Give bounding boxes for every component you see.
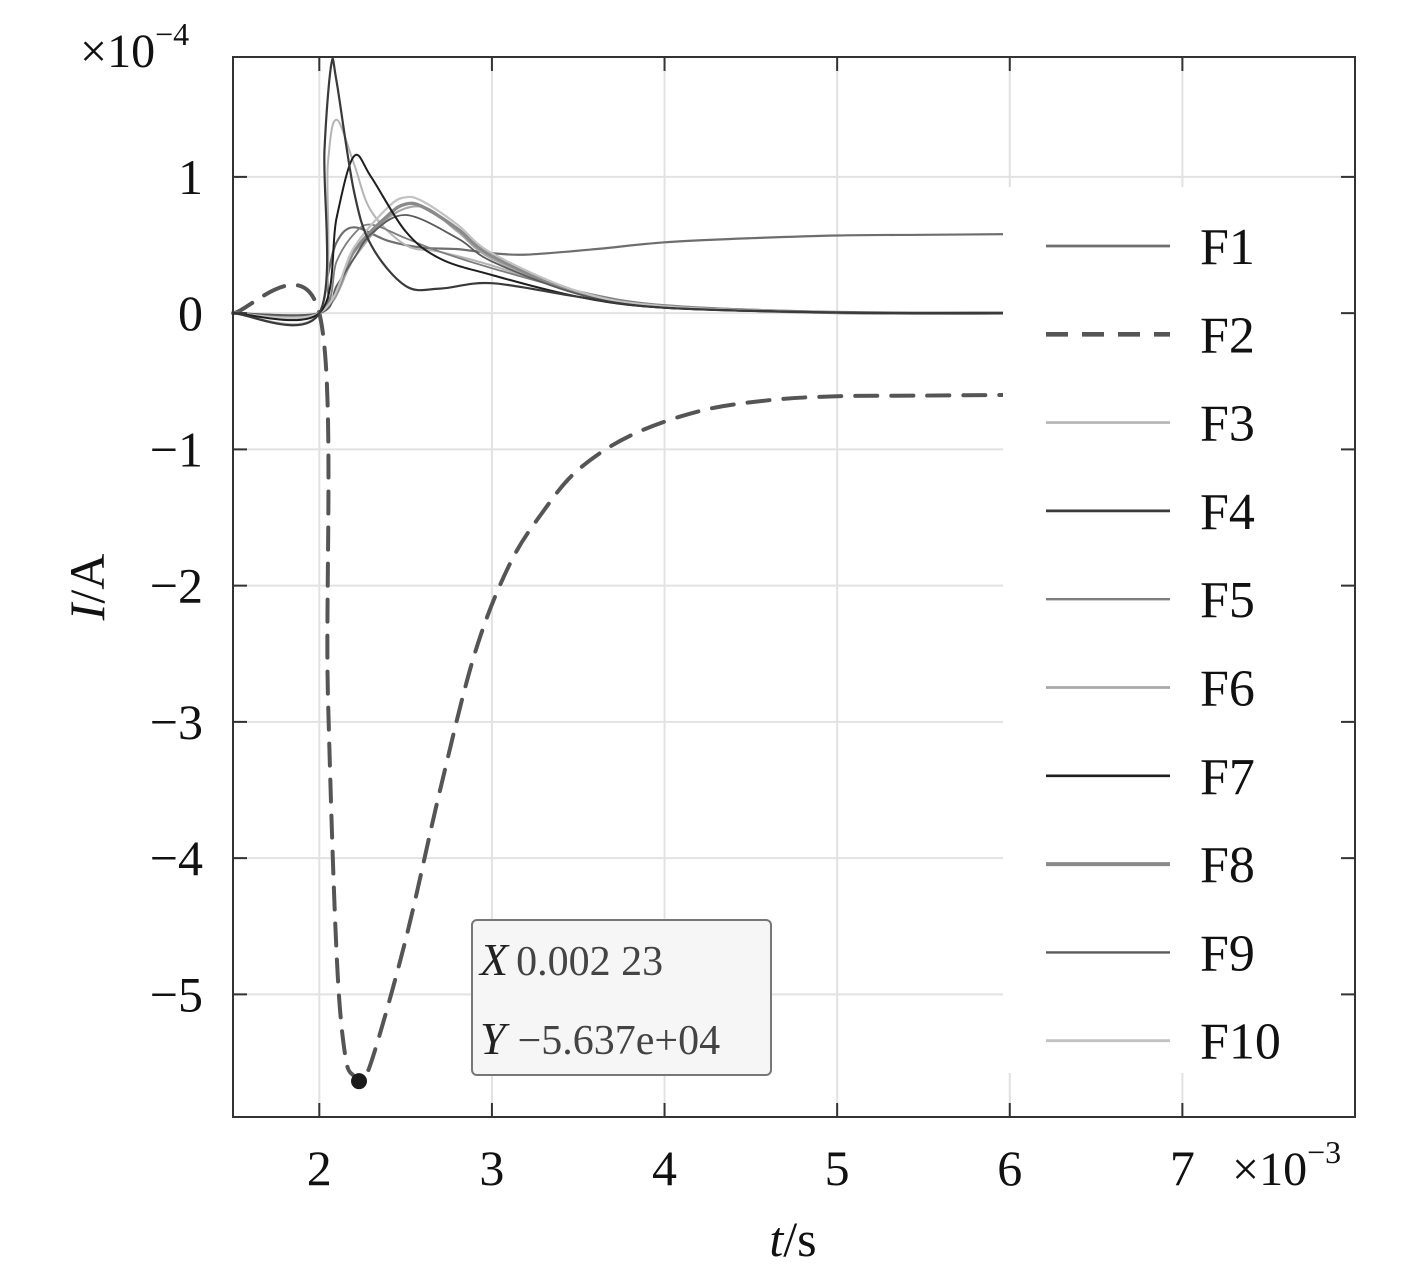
y-tick-label: −3 <box>150 694 203 750</box>
legend-label-f1: F1 <box>1200 219 1255 276</box>
x-tick-label: 2 <box>307 1140 332 1196</box>
legend-label-f3: F3 <box>1200 396 1255 453</box>
tick-labels: 2 3 4 5 6 7 −5 −4 −3 −2 −1 0 1 <box>150 149 1195 1196</box>
y-multiplier: ×10−4 <box>80 16 189 78</box>
y-tick-label: −2 <box>150 558 203 614</box>
datatip[interactable]: X 0.002 23 Y −5.637e+04 <box>351 919 772 1090</box>
legend-label-f9: F9 <box>1200 925 1255 982</box>
y-tick-label: 0 <box>178 285 203 341</box>
x-tick-label: 6 <box>997 1140 1022 1196</box>
x-tick-label: 7 <box>1170 1140 1195 1196</box>
x-tick-label: 4 <box>652 1140 677 1196</box>
x-tick-label: 3 <box>479 1140 504 1196</box>
y-tick-label: −5 <box>150 966 203 1022</box>
datatip-x-row: X 0.002 23 <box>478 934 663 985</box>
series-line-f2 <box>231 283 1012 1084</box>
legend-label-f6: F6 <box>1200 661 1255 718</box>
legend-label-f10: F10 <box>1200 1014 1281 1071</box>
datatip-box <box>471 919 772 1076</box>
series-line-f4 <box>231 57 1011 327</box>
x-tick-label: 5 <box>825 1140 850 1196</box>
y-tick-label: 1 <box>178 149 203 205</box>
datatip-marker[interactable] <box>351 1073 368 1090</box>
series-layer <box>231 57 1012 1084</box>
legend: F1 F2 F3 F4 F5 F6 F7 F8 F9 F10 <box>1003 187 1349 1073</box>
legend-label-f7: F7 <box>1200 749 1255 806</box>
legend-background <box>1003 187 1349 1073</box>
legend-label-f5: F5 <box>1200 572 1255 629</box>
y-tick-label: −4 <box>150 830 203 886</box>
tick-marks <box>233 57 1355 1117</box>
plot-frame <box>232 56 1356 1118</box>
legend-label-f8: F8 <box>1200 837 1255 894</box>
legend-label-f4: F4 <box>1200 484 1255 541</box>
datatip-y-row: Y −5.637e+04 <box>480 1013 720 1064</box>
y-tick-label: −1 <box>150 421 203 477</box>
legend-label-f2: F2 <box>1200 307 1255 364</box>
x-multiplier: ×10−3 <box>1232 1134 1341 1196</box>
x-axis-title: t/s <box>769 1211 816 1267</box>
y-axis-title: I/A <box>59 554 115 622</box>
